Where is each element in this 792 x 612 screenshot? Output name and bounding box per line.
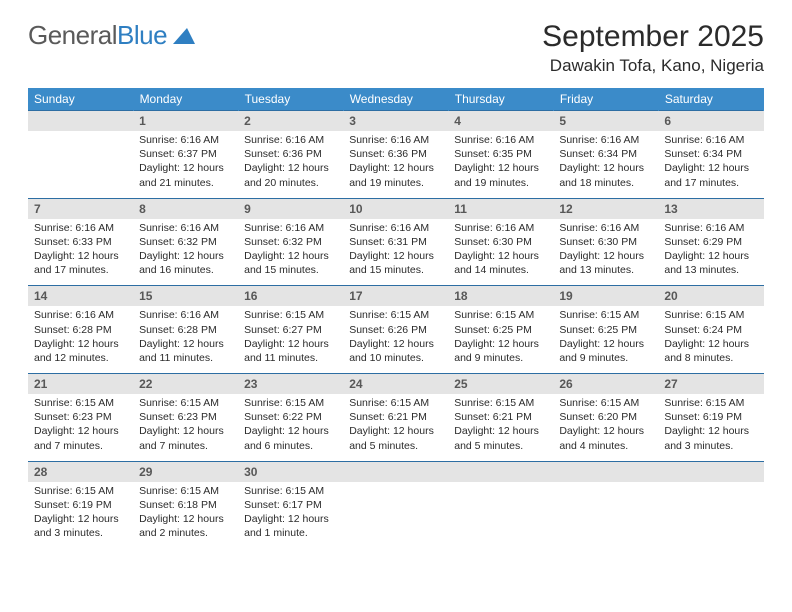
day-number-cell: 13 [658,198,763,219]
dow-header: Thursday [448,88,553,111]
daynum-row: 14151617181920 [28,286,764,307]
day-detail-cell: Sunrise: 6:15 AMSunset: 6:27 PMDaylight:… [238,306,343,373]
daynum-row: 282930 [28,461,764,482]
day-number-cell: 8 [133,198,238,219]
day-detail-cell: Sunrise: 6:15 AMSunset: 6:24 PMDaylight:… [658,306,763,373]
day-number-cell [28,111,133,132]
day-detail-cell: Sunrise: 6:15 AMSunset: 6:18 PMDaylight:… [133,482,238,549]
day-number-cell: 2 [238,111,343,132]
day-detail-cell: Sunrise: 6:15 AMSunset: 6:19 PMDaylight:… [658,394,763,461]
day-number-cell: 17 [343,286,448,307]
day-detail-cell [553,482,658,549]
day-number-cell: 4 [448,111,553,132]
day-detail-cell: Sunrise: 6:15 AMSunset: 6:25 PMDaylight:… [553,306,658,373]
day-number-cell: 16 [238,286,343,307]
daynum-row: 21222324252627 [28,374,764,395]
calendar-page: GeneralBlue September 2025 Dawakin Tofa,… [0,0,792,568]
day-detail-cell [658,482,763,549]
location-text: Dawakin Tofa, Kano, Nigeria [542,56,764,76]
day-number-cell: 19 [553,286,658,307]
day-detail-cell: Sunrise: 6:16 AMSunset: 6:35 PMDaylight:… [448,131,553,198]
day-detail-cell [28,131,133,198]
day-number-cell: 6 [658,111,763,132]
dow-header: Wednesday [343,88,448,111]
dow-header: Sunday [28,88,133,111]
day-number-cell: 23 [238,374,343,395]
day-number-cell: 24 [343,374,448,395]
day-number-cell [553,461,658,482]
day-detail-cell: Sunrise: 6:16 AMSunset: 6:33 PMDaylight:… [28,219,133,286]
day-detail-cell: Sunrise: 6:16 AMSunset: 6:28 PMDaylight:… [133,306,238,373]
logo-sail-icon [171,26,197,46]
detail-row: Sunrise: 6:15 AMSunset: 6:19 PMDaylight:… [28,482,764,549]
day-number-cell: 3 [343,111,448,132]
day-detail-cell: Sunrise: 6:16 AMSunset: 6:34 PMDaylight:… [658,131,763,198]
day-detail-cell: Sunrise: 6:16 AMSunset: 6:29 PMDaylight:… [658,219,763,286]
title-block: September 2025 Dawakin Tofa, Kano, Niger… [542,20,764,76]
day-detail-cell: Sunrise: 6:15 AMSunset: 6:25 PMDaylight:… [448,306,553,373]
logo: GeneralBlue [28,20,197,51]
day-detail-cell [448,482,553,549]
day-number-cell: 1 [133,111,238,132]
day-detail-cell: Sunrise: 6:16 AMSunset: 6:37 PMDaylight:… [133,131,238,198]
detail-row: Sunrise: 6:16 AMSunset: 6:33 PMDaylight:… [28,219,764,286]
day-detail-cell: Sunrise: 6:16 AMSunset: 6:36 PMDaylight:… [343,131,448,198]
day-number-cell [658,461,763,482]
month-title: September 2025 [542,20,764,54]
day-number-cell [448,461,553,482]
dow-header: Tuesday [238,88,343,111]
logo-text-general: General [28,20,117,51]
day-number-cell: 26 [553,374,658,395]
logo-text-blue: Blue [117,20,167,51]
daynum-row: 123456 [28,111,764,132]
day-number-cell: 27 [658,374,763,395]
day-number-cell: 5 [553,111,658,132]
day-number-cell: 21 [28,374,133,395]
day-number-cell: 25 [448,374,553,395]
day-detail-cell: Sunrise: 6:15 AMSunset: 6:19 PMDaylight:… [28,482,133,549]
day-detail-cell: Sunrise: 6:15 AMSunset: 6:21 PMDaylight:… [343,394,448,461]
day-number-cell: 7 [28,198,133,219]
day-detail-cell: Sunrise: 6:15 AMSunset: 6:26 PMDaylight:… [343,306,448,373]
day-detail-cell: Sunrise: 6:16 AMSunset: 6:32 PMDaylight:… [238,219,343,286]
day-detail-cell: Sunrise: 6:16 AMSunset: 6:28 PMDaylight:… [28,306,133,373]
day-number-cell: 9 [238,198,343,219]
day-number-cell: 30 [238,461,343,482]
day-number-cell: 22 [133,374,238,395]
day-number-cell: 11 [448,198,553,219]
day-detail-cell: Sunrise: 6:15 AMSunset: 6:22 PMDaylight:… [238,394,343,461]
dow-header: Friday [553,88,658,111]
day-detail-cell: Sunrise: 6:15 AMSunset: 6:23 PMDaylight:… [28,394,133,461]
day-number-cell: 10 [343,198,448,219]
dow-row: SundayMondayTuesdayWednesdayThursdayFrid… [28,88,764,111]
day-detail-cell: Sunrise: 6:16 AMSunset: 6:30 PMDaylight:… [553,219,658,286]
detail-row: Sunrise: 6:16 AMSunset: 6:28 PMDaylight:… [28,306,764,373]
day-detail-cell: Sunrise: 6:16 AMSunset: 6:32 PMDaylight:… [133,219,238,286]
day-number-cell: 28 [28,461,133,482]
day-detail-cell: Sunrise: 6:16 AMSunset: 6:30 PMDaylight:… [448,219,553,286]
day-detail-cell: Sunrise: 6:15 AMSunset: 6:20 PMDaylight:… [553,394,658,461]
dow-header: Monday [133,88,238,111]
header: GeneralBlue September 2025 Dawakin Tofa,… [28,20,764,76]
calendar-table: SundayMondayTuesdayWednesdayThursdayFrid… [28,88,764,548]
day-number-cell: 29 [133,461,238,482]
day-number-cell [343,461,448,482]
day-detail-cell: Sunrise: 6:15 AMSunset: 6:21 PMDaylight:… [448,394,553,461]
day-number-cell: 15 [133,286,238,307]
detail-row: Sunrise: 6:16 AMSunset: 6:37 PMDaylight:… [28,131,764,198]
day-number-cell: 12 [553,198,658,219]
day-detail-cell: Sunrise: 6:16 AMSunset: 6:36 PMDaylight:… [238,131,343,198]
dow-header: Saturday [658,88,763,111]
daynum-row: 78910111213 [28,198,764,219]
day-detail-cell [343,482,448,549]
day-detail-cell: Sunrise: 6:16 AMSunset: 6:31 PMDaylight:… [343,219,448,286]
day-detail-cell: Sunrise: 6:15 AMSunset: 6:23 PMDaylight:… [133,394,238,461]
day-detail-cell: Sunrise: 6:16 AMSunset: 6:34 PMDaylight:… [553,131,658,198]
detail-row: Sunrise: 6:15 AMSunset: 6:23 PMDaylight:… [28,394,764,461]
day-detail-cell: Sunrise: 6:15 AMSunset: 6:17 PMDaylight:… [238,482,343,549]
day-number-cell: 20 [658,286,763,307]
day-number-cell: 18 [448,286,553,307]
day-number-cell: 14 [28,286,133,307]
